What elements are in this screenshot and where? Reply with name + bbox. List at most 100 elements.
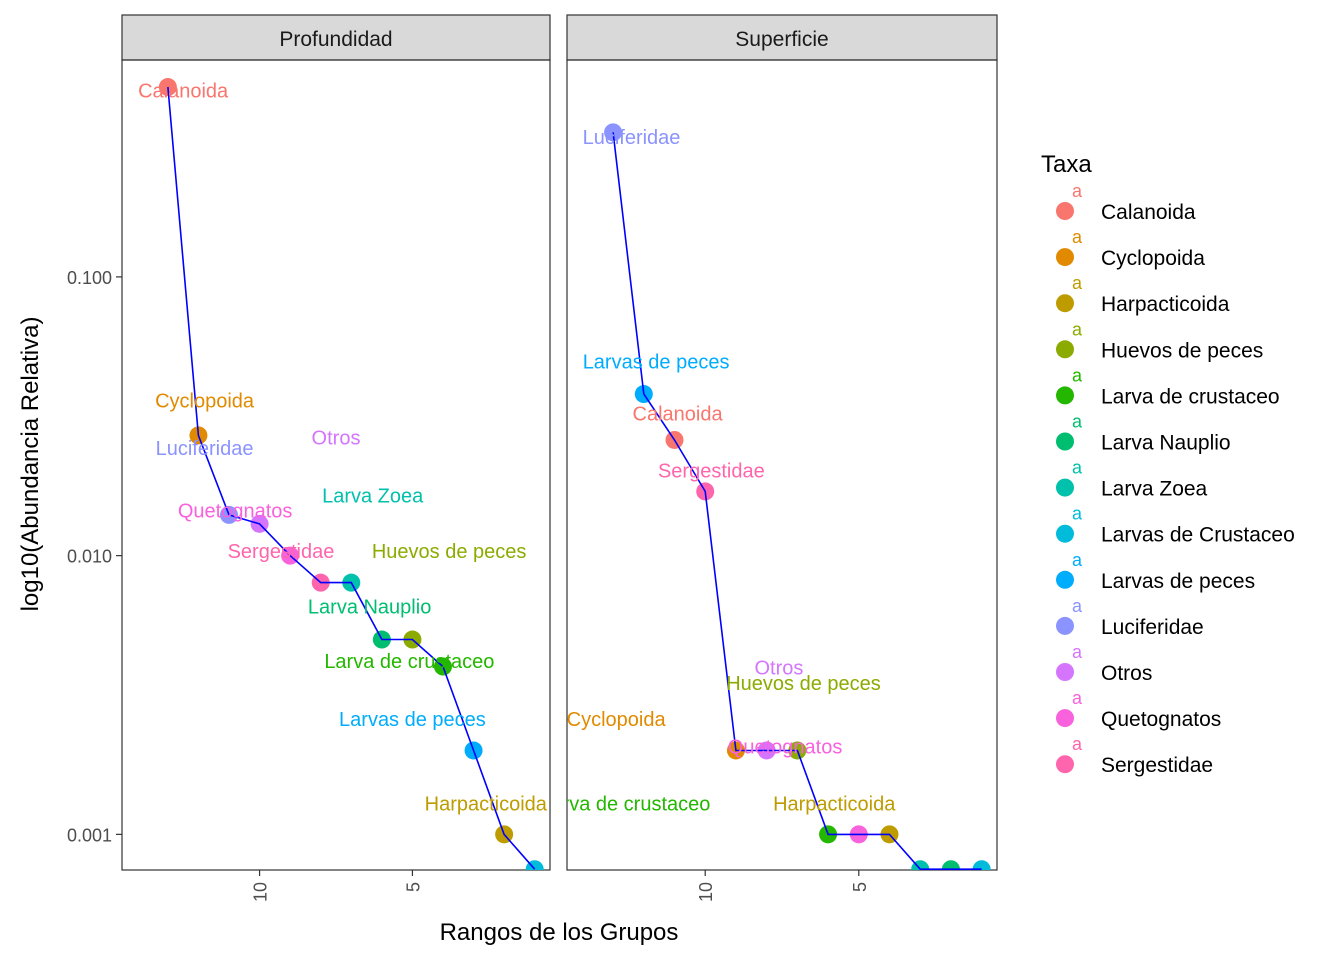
legend-key-text-glyph: a <box>1072 596 1083 616</box>
legend-key-text-glyph: a <box>1072 181 1083 201</box>
legend-key-point <box>1056 294 1074 313</box>
legend-key-point <box>1056 202 1074 220</box>
legend-key-text-glyph: a <box>1072 227 1083 247</box>
legend-key-text-glyph: a <box>1072 504 1083 524</box>
legend-key-text-glyph: a <box>1072 688 1083 708</box>
rank-line <box>167 86 536 870</box>
point-label-harpacticoida: Harpacticoida <box>773 793 896 815</box>
x-tick-label: 5 <box>403 882 423 892</box>
legend-label: Cyclopoida <box>1101 247 1205 270</box>
y-axis-title: log10(Abundancia Relativa) <box>17 317 44 612</box>
legend-label: Quetognatos <box>1101 708 1221 731</box>
legend-key-point <box>1056 524 1074 543</box>
point-label-sergestidae: Sergestidae <box>228 541 335 563</box>
legend-key-point <box>1056 478 1074 497</box>
legend-item-larva-zoea: a Larva Zoea <box>1056 458 1208 501</box>
facet-strip-label: Superficie <box>735 28 828 51</box>
legend-key-point <box>1056 248 1074 267</box>
point-label-cyclopoida: Cyclopoida <box>567 709 667 731</box>
facet-panel-superficie: Superficie Luciferidae Larvas de peces Cala… <box>540 14 998 902</box>
facet-strip-label: Profundidad <box>279 28 392 51</box>
legend-label: Luciferidae <box>1101 616 1204 639</box>
legend-item-harpacticoida: a Harpacticoida <box>1056 273 1230 316</box>
y-tick-label: 0.100 <box>67 268 112 288</box>
legend-key-point <box>1056 709 1074 728</box>
data-point-larvas-de-crustaceo <box>972 860 991 870</box>
point-label-larva-nauplio: Larva Nauplio <box>308 596 431 618</box>
legend-item-luciferidae: a Luciferidae <box>1056 596 1204 639</box>
point-label-cyclopoida: Cyclopoida <box>155 390 255 412</box>
legend-item-cyclopoida: a Cyclopoida <box>1056 227 1205 270</box>
legend-item-larvas-de-peces: a Larvas de peces <box>1056 550 1255 593</box>
point-label-larva-zoea: Larva Zoea <box>322 486 424 508</box>
facet-strip <box>566 14 998 61</box>
legend-key-point <box>1056 663 1074 681</box>
legend-label: Huevos de peces <box>1101 339 1263 362</box>
legend-label: Larvas de Crustaceo <box>1101 524 1295 547</box>
legend-key-text-glyph: a <box>1072 365 1083 385</box>
point-label-luciferidae: Luciferidae <box>156 438 254 460</box>
legend-key-point <box>1056 340 1074 359</box>
legend-label: Otros <box>1101 662 1152 685</box>
data-point-luciferidae <box>604 123 623 142</box>
legend-key-point <box>1056 570 1074 589</box>
point-label-sergestidae: Sergestidae <box>658 460 765 482</box>
point-label-calanoida: Calanoida <box>633 404 724 426</box>
point-label-quetognatos: Quetognatos <box>178 501 293 523</box>
x-axis-title: Rangos de los Grupos <box>440 919 679 946</box>
legend-label: Larva de crustaceo <box>1101 385 1280 408</box>
point-label-larvas-de-peces: Larvas de peces <box>339 709 486 731</box>
y-axis: 0.100 0.010 0.001 <box>67 268 122 845</box>
legend-label: Larva Nauplio <box>1101 432 1231 455</box>
point-label-otros: Otros <box>312 428 361 450</box>
point-label-quetognatos: Quetognatos <box>728 737 843 759</box>
point-label-harpacticoida: Harpacticoida <box>425 793 548 815</box>
legend-label: Harpacticoida <box>1101 293 1230 316</box>
legend-key-point <box>1056 432 1074 451</box>
legend-label: Calanoida <box>1101 201 1196 224</box>
panel-border <box>566 59 998 871</box>
facet-strip <box>121 14 551 61</box>
y-tick-label: 0.001 <box>67 825 112 845</box>
legend-key-text-glyph: a <box>1072 550 1083 570</box>
legend-key-text-glyph: a <box>1072 319 1083 339</box>
legend-key-text-glyph: a <box>1072 458 1083 478</box>
legend-label: Larvas de peces <box>1101 570 1255 593</box>
legend-label: Larva Zoea <box>1101 478 1208 501</box>
legend-key-text-glyph: a <box>1072 642 1083 662</box>
x-tick-label: 5 <box>850 882 870 892</box>
point-label-larvas-de-peces: Larvas de peces <box>583 351 730 373</box>
legend-item-otros: a Otros <box>1056 642 1152 685</box>
x-tick-label: 10 <box>251 882 271 902</box>
legend-key-text-glyph: a <box>1072 412 1083 432</box>
panel-marks: Luciferidae Larvas de peces Calanoida Serge… <box>540 123 991 870</box>
point-label-calanoida: Calanoida <box>138 81 229 103</box>
legend-item-larva-de-crustaceo: a Larva de crustaceo <box>1056 365 1280 408</box>
rank-line <box>612 132 982 870</box>
point-label-luciferidae: Luciferidae <box>583 127 681 149</box>
data-point-larva-nauplio <box>941 860 960 870</box>
legend-item-huevos-de-peces: a Huevos de peces <box>1056 319 1263 362</box>
point-label-huevos-de-peces: Huevos de peces <box>726 673 881 695</box>
panel-marks: Calanoida Cyclopoida Luciferidae Otros Larva… <box>138 78 548 870</box>
legend-title: Taxa <box>1041 151 1092 178</box>
legend-key-text-glyph: a <box>1072 734 1083 754</box>
legend-item-sergestidae: a Sergestidae <box>1056 734 1213 777</box>
legend-label: Sergestidae <box>1101 754 1213 777</box>
legend-key-point <box>1056 386 1074 405</box>
point-label-larva-de-crustaceo: Larva de crustaceo <box>324 651 494 673</box>
legend-item-calanoida: a Calanoida <box>1056 181 1196 224</box>
legend-key-point <box>1056 616 1074 635</box>
legend-key-point <box>1056 755 1074 774</box>
y-tick-label: 0.010 <box>67 547 112 567</box>
x-tick-label: 10 <box>696 882 716 902</box>
legend-key-text-glyph: a <box>1072 273 1083 293</box>
point-label-otros: Otros <box>754 657 803 679</box>
legend: Taxa a Calanoida a Cyclopoida a Harpacticoida… <box>1041 151 1295 777</box>
data-point-larva-zoea <box>911 860 930 870</box>
legend-item-larva-nauplio: a Larva Nauplio <box>1056 412 1231 455</box>
facet-panel-profundidad: Profundidad Calanoida Cyclopoida Luciferida… <box>121 14 551 902</box>
data-point-larvas-de-crustaceo <box>525 860 544 870</box>
point-label-larva-de-crustaceo: Larva de crustaceo <box>540 793 710 815</box>
